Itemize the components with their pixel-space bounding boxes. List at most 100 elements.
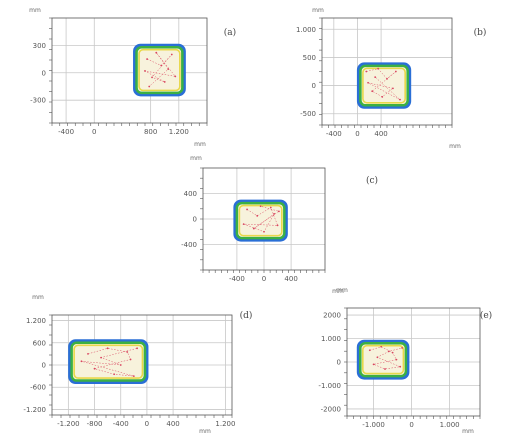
data-point xyxy=(263,230,265,233)
data-point xyxy=(365,70,368,73)
data-point xyxy=(381,95,384,98)
data-point xyxy=(113,373,116,376)
data-point xyxy=(372,363,375,366)
data-point xyxy=(392,87,394,90)
panel-label: (b) xyxy=(474,27,487,38)
y-tick-label: 0 xyxy=(337,359,341,367)
x-tick-label: 0 xyxy=(92,128,96,136)
data-point xyxy=(399,98,401,101)
data-point xyxy=(146,58,149,60)
x-tick-label: 1.200 xyxy=(169,128,189,136)
data-point xyxy=(269,206,272,209)
y-axis-unit: mm xyxy=(29,7,41,14)
data-point xyxy=(371,90,374,93)
y-axis-unit: mm xyxy=(336,287,348,294)
data-point xyxy=(387,350,390,353)
y-tick-label: 600 xyxy=(33,339,46,347)
data-point xyxy=(401,347,403,349)
y-tick-label: 1.200 xyxy=(26,317,46,325)
footprint-outline-blue xyxy=(133,43,186,97)
data-point xyxy=(93,367,96,370)
data-point xyxy=(170,53,173,56)
y-tick-label: 0 xyxy=(42,69,46,77)
data-point xyxy=(276,224,279,227)
x-tick-label: 1.200 xyxy=(215,420,235,428)
footprint-outline-yellow xyxy=(73,344,144,379)
data-point xyxy=(155,51,158,54)
footprint-outline-yellow xyxy=(138,48,181,92)
y-tick-label: -1.200 xyxy=(23,406,46,414)
footprint-outline-yellow xyxy=(362,67,406,104)
y-tick-label: -600 xyxy=(30,384,46,392)
data-point xyxy=(242,223,245,226)
data-point xyxy=(129,358,132,361)
x-axis-unit: mm xyxy=(462,428,474,435)
data-point xyxy=(278,210,280,213)
footprint-outline-blue xyxy=(356,339,410,380)
x-axis-unit: mm xyxy=(194,141,206,148)
panel-label: (c) xyxy=(366,175,378,186)
x-tick-label: 400 xyxy=(166,420,179,428)
data-point xyxy=(100,356,102,359)
y-tick-label: -1.000 xyxy=(318,382,341,390)
x-tick-label: 1.000 xyxy=(440,421,460,429)
x-tick-label: -1.000 xyxy=(362,421,385,429)
x-tick-label: 800 xyxy=(144,128,157,136)
data-point xyxy=(163,81,166,83)
y-tick-label: 500 xyxy=(303,54,316,62)
x-tick-label: 0 xyxy=(262,275,266,283)
y-tick-label: 400 xyxy=(184,190,197,198)
y-tick-label: 2000 xyxy=(323,312,341,320)
data-point xyxy=(256,214,259,217)
y-axis-unit: mm xyxy=(190,155,202,162)
data-point xyxy=(106,347,109,350)
x-axis-unit: mm xyxy=(449,143,461,150)
data-point xyxy=(167,68,170,71)
data-point xyxy=(151,76,153,79)
x-axis-unit: mm xyxy=(199,428,211,435)
panel-label: (d) xyxy=(240,310,253,321)
data-point xyxy=(87,352,89,355)
footprint-outline-blue xyxy=(68,339,149,385)
x-tick-label: -400 xyxy=(58,128,74,136)
y-axis-unit: mm xyxy=(32,294,44,301)
data-point xyxy=(132,375,135,378)
y-tick-label: 0 xyxy=(42,362,46,370)
trajectory-trace xyxy=(369,346,403,370)
x-tick-label: -400 xyxy=(113,420,129,428)
panel-label: (e) xyxy=(480,310,492,321)
data-point xyxy=(273,213,276,215)
x-tick-label: 0 xyxy=(409,421,413,429)
x-tick-label: 400 xyxy=(374,130,387,138)
x-tick-label: 0 xyxy=(355,130,359,138)
y-tick-label: 0 xyxy=(312,82,316,90)
trajectory-trace xyxy=(144,52,176,87)
y-tick-label: 0 xyxy=(193,216,197,224)
data-point xyxy=(380,345,383,348)
trajectory-trace xyxy=(366,68,401,100)
footprint-outline-blue xyxy=(356,62,412,109)
data-point xyxy=(144,70,146,72)
data-point xyxy=(148,85,151,88)
data-point xyxy=(259,205,262,208)
data-point xyxy=(136,347,138,350)
x-axis-unit: mm xyxy=(332,288,344,295)
panel-label: (a) xyxy=(224,27,236,38)
data-point xyxy=(160,64,163,67)
x-tick-label: -400 xyxy=(229,275,245,283)
x-tick-label: 400 xyxy=(284,275,297,283)
x-tick-label: -400 xyxy=(326,130,342,138)
y-axis-unit: mm xyxy=(312,7,324,14)
data-point xyxy=(384,368,386,370)
chart-panel: -400 0 800 1.200 300 0 -300 mm mm (a) xyxy=(29,7,236,148)
data-point xyxy=(394,70,397,73)
data-point xyxy=(395,358,398,361)
data-point xyxy=(377,67,380,70)
y-tick-label: 1.000 xyxy=(321,335,341,343)
footprint-outline-green xyxy=(135,45,184,95)
footprint-outline-yellow xyxy=(361,344,405,375)
data-point xyxy=(399,365,402,368)
footprint-outline-green xyxy=(235,201,286,240)
